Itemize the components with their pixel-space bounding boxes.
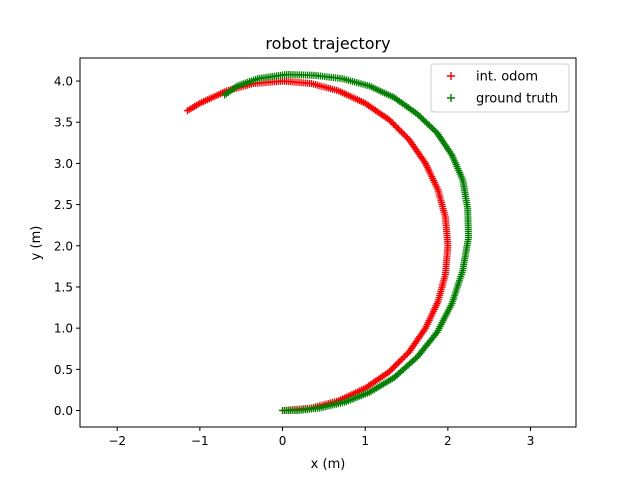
x-axis-label: x (m) bbox=[311, 457, 346, 472]
y-tick-label: 4.0 bbox=[54, 75, 73, 89]
data-point-marker bbox=[388, 119, 396, 127]
data-point-marker bbox=[393, 123, 401, 131]
data-point-marker bbox=[385, 368, 393, 376]
y-tick-label: 0.5 bbox=[54, 363, 73, 377]
data-point-marker bbox=[405, 136, 413, 144]
legend: int. odom ground truth bbox=[430, 63, 570, 113]
data-point-marker bbox=[183, 107, 191, 115]
legend-marker bbox=[447, 72, 455, 80]
data-point-marker bbox=[400, 353, 408, 361]
data-point-marker bbox=[403, 134, 411, 142]
data-point-marker bbox=[399, 354, 407, 362]
x-tick-label: 0 bbox=[279, 434, 287, 448]
x-tick-label: −2 bbox=[108, 434, 126, 448]
plot-frame bbox=[79, 57, 577, 428]
series-1 bbox=[221, 70, 473, 415]
chart-title: robot trajectory bbox=[265, 34, 390, 53]
data-point-marker bbox=[396, 126, 404, 134]
y-tick-label: 2.5 bbox=[54, 198, 73, 212]
plot-area bbox=[183, 70, 473, 415]
data-point-marker bbox=[391, 122, 399, 130]
y-tick-label: 3.5 bbox=[54, 116, 73, 130]
y-tick-label: 3.0 bbox=[54, 157, 73, 171]
x-tick-label: −1 bbox=[191, 434, 209, 448]
data-point-marker bbox=[221, 91, 229, 99]
legend-marker bbox=[447, 94, 455, 102]
data-point-marker bbox=[397, 356, 405, 364]
data-point-marker bbox=[396, 357, 404, 365]
legend-label: ground truth bbox=[476, 92, 558, 107]
data-point-marker bbox=[432, 330, 440, 338]
data-point-marker bbox=[390, 120, 398, 128]
data-point-marker bbox=[402, 133, 410, 141]
data-point-marker bbox=[394, 359, 402, 367]
data-point-marker bbox=[391, 362, 399, 370]
data-point-marker bbox=[393, 360, 401, 368]
legend-label: int. odom bbox=[476, 70, 538, 85]
data-point-marker bbox=[390, 363, 398, 371]
x-tick-label: 2 bbox=[444, 434, 452, 448]
data-point-marker bbox=[399, 129, 407, 137]
axis-ticks: −2 −1 0 1 2 3 0.0 0.5 1.0 1.5 2.0 2.5 3.0 3.5 4.0 bbox=[54, 75, 534, 448]
legend-box bbox=[430, 63, 570, 113]
data-point-marker bbox=[397, 128, 405, 136]
y-tick-label: 2.0 bbox=[54, 239, 73, 253]
data-point-marker bbox=[388, 365, 396, 373]
x-tick-label: 1 bbox=[361, 434, 369, 448]
y-tick-label: 1.5 bbox=[54, 280, 73, 294]
y-axis-label: y (m) bbox=[29, 226, 44, 261]
data-point-marker bbox=[394, 125, 402, 133]
data-point-marker bbox=[402, 351, 410, 359]
y-tick-label: 0.0 bbox=[54, 404, 73, 418]
data-point-marker bbox=[387, 366, 395, 374]
x-tick-label: 3 bbox=[527, 434, 535, 448]
y-tick-label: 1.0 bbox=[54, 322, 73, 336]
data-point-marker bbox=[400, 131, 408, 139]
